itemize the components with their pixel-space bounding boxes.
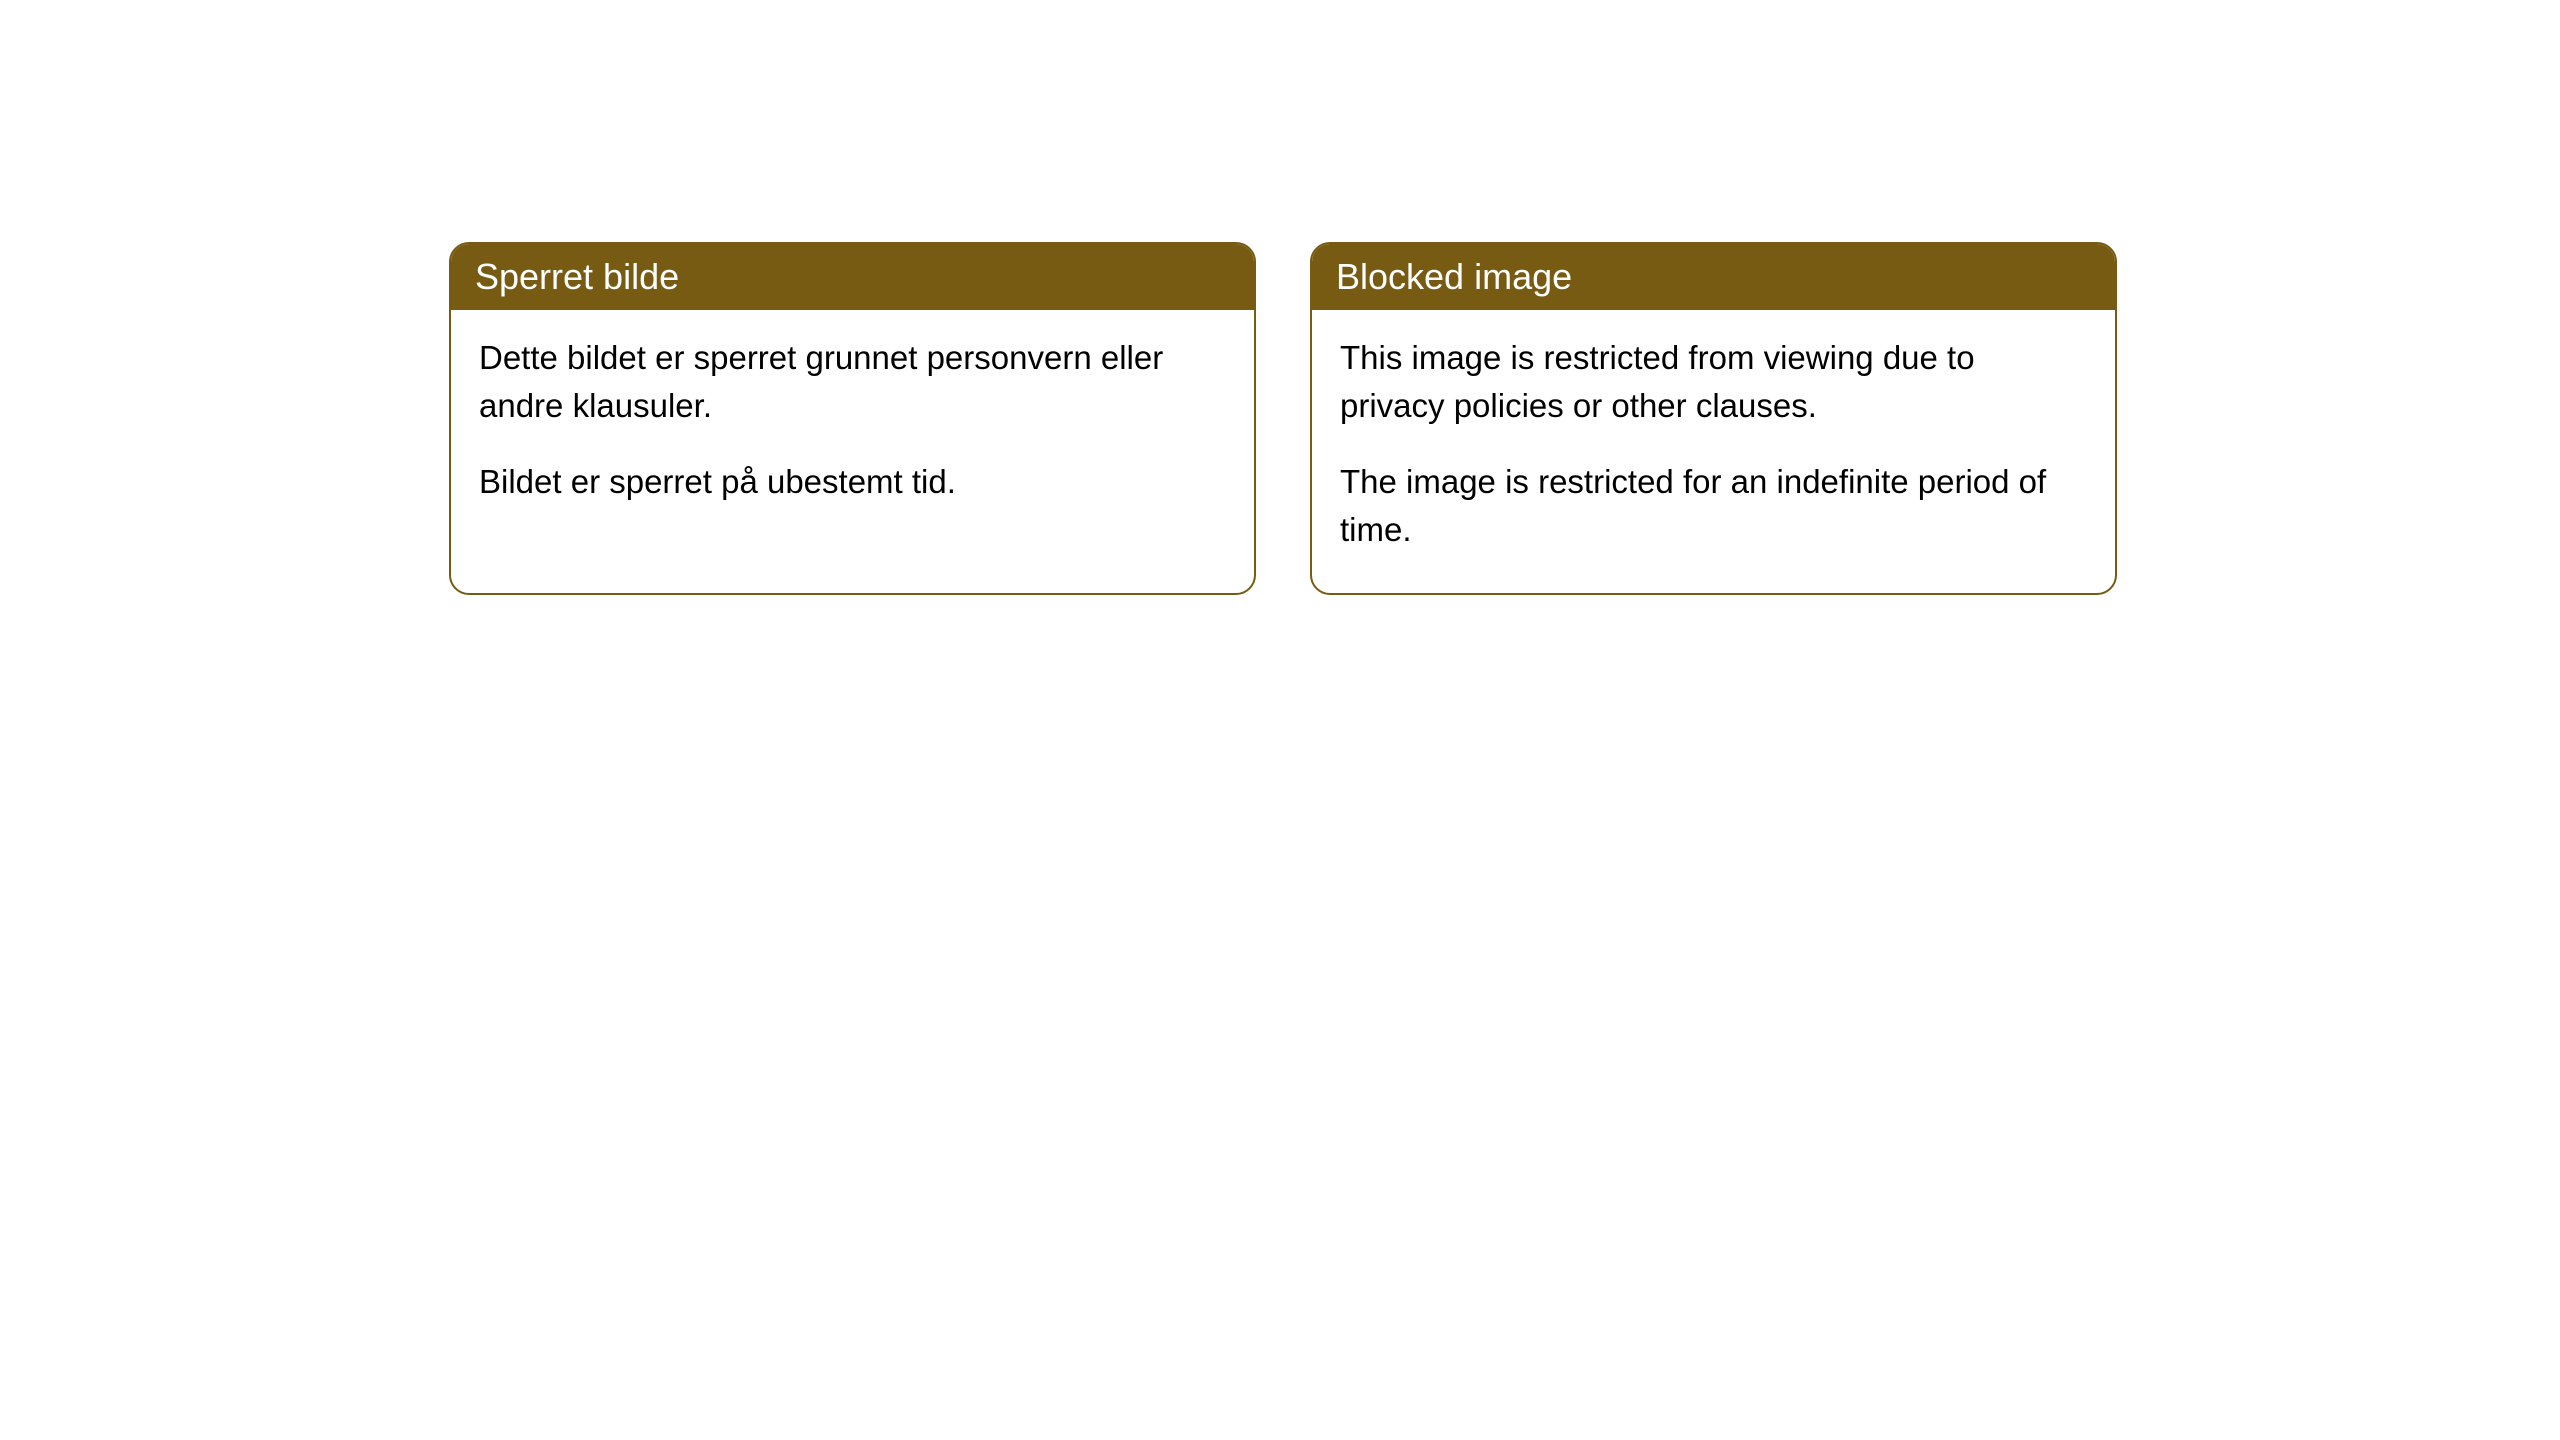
notice-cards-container: Sperret bilde Dette bildet er sperret gr… [449,242,2117,595]
notice-card-body: Dette bildet er sperret grunnet personve… [451,310,1254,546]
notice-card-norwegian: Sperret bilde Dette bildet er sperret gr… [449,242,1256,595]
notice-text-line2: The image is restricted for an indefinit… [1340,458,2087,554]
notice-card-title: Sperret bilde [451,244,1254,310]
notice-card-title: Blocked image [1312,244,2115,310]
notice-card-english: Blocked image This image is restricted f… [1310,242,2117,595]
notice-card-body: This image is restricted from viewing du… [1312,310,2115,593]
notice-text-line1: This image is restricted from viewing du… [1340,334,2087,430]
notice-text-line2: Bildet er sperret på ubestemt tid. [479,458,1226,506]
notice-text-line1: Dette bildet er sperret grunnet personve… [479,334,1226,430]
